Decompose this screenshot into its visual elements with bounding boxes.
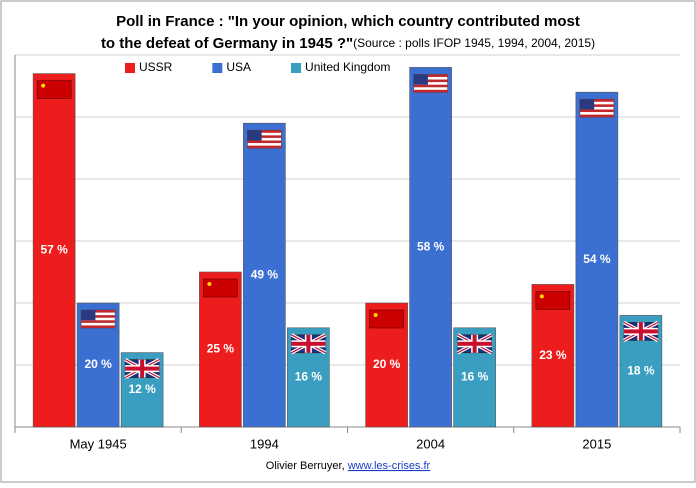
flag-canton	[579, 99, 595, 110]
value-label: 54 %	[583, 252, 611, 266]
flag-emblem	[207, 282, 212, 286]
flag	[124, 358, 160, 380]
flag-stripe	[413, 89, 448, 93]
value-label: 18 %	[627, 363, 655, 377]
chart-title: Poll in France : "In your opinion, which…	[116, 13, 580, 30]
value-label: 49 %	[251, 267, 279, 281]
flag-stripe	[81, 310, 116, 313]
flag	[290, 333, 327, 355]
credit-line: Olivier Berruyer, www.les-crises.fr	[266, 460, 431, 472]
legend-swatch	[125, 63, 135, 73]
flag	[413, 74, 448, 93]
chart-title: to the defeat of Germany in 1945 ?"	[101, 35, 353, 52]
flag-emblem	[373, 313, 378, 317]
x-tick-label: 2004	[416, 436, 445, 451]
flag-stripe	[579, 104, 614, 107]
flag-stripe	[81, 325, 116, 328]
flag-stripe	[247, 135, 282, 138]
flag-stripe	[247, 145, 282, 149]
title-line-2: to the defeat of Germany in 1945 ?"(Sour…	[101, 35, 595, 52]
value-label: 23 %	[539, 348, 567, 362]
value-label: 25 %	[207, 342, 235, 356]
bar	[575, 91, 619, 428]
flag	[535, 291, 571, 310]
bar	[243, 122, 286, 428]
flag	[579, 98, 615, 118]
flag-canton	[81, 310, 96, 321]
value-label: 16 %	[295, 370, 323, 384]
x-tick-label: 2015	[582, 436, 611, 451]
flag-cross	[125, 366, 160, 371]
flag	[623, 320, 659, 342]
flag	[80, 309, 116, 329]
flag-stripe	[579, 109, 614, 113]
flag-field	[36, 80, 72, 99]
flag-stripe	[81, 320, 116, 323]
flag-stripe	[579, 99, 614, 102]
flag	[369, 309, 404, 329]
flag-stripe	[413, 74, 448, 77]
flag-field	[535, 291, 571, 310]
x-tick-label: May 1945	[70, 436, 127, 451]
flag-cross	[291, 341, 326, 346]
flag	[456, 333, 493, 355]
flag-emblem	[41, 83, 46, 88]
credit-link[interactable]: www.les-crises.fr	[347, 460, 431, 472]
subtitle: (Source : polls IFOP 1945, 1994, 2004, 2…	[353, 36, 595, 50]
flag-stripe	[579, 114, 614, 118]
credit: Olivier Berruyer,	[266, 460, 345, 472]
flag	[203, 278, 238, 298]
value-label: 12 %	[128, 382, 156, 396]
value-label: 57 %	[40, 242, 68, 256]
flag-cross	[623, 329, 658, 334]
flag	[36, 80, 72, 99]
legend-label: United Kingdom	[305, 60, 390, 74]
flag-emblem	[539, 294, 544, 299]
value-label: 16 %	[461, 370, 489, 384]
flag-stripe	[247, 130, 282, 133]
flag-cross	[457, 341, 492, 346]
flag-stripe	[413, 79, 448, 83]
flag-stripe	[413, 84, 448, 88]
legend-label: USA	[226, 60, 251, 74]
flag-canton	[413, 74, 428, 85]
bar	[32, 73, 76, 428]
flag-stripe	[81, 315, 116, 318]
flag-stripe	[247, 140, 282, 144]
bar	[199, 271, 242, 428]
x-tick-label: 1994	[250, 436, 279, 451]
value-label: 58 %	[417, 239, 445, 253]
flag	[247, 129, 282, 149]
flag-canton	[247, 130, 262, 141]
legend-swatch	[291, 63, 302, 73]
legend-label: USSR	[139, 60, 173, 74]
flag-field	[369, 309, 404, 329]
flag-field	[203, 278, 238, 298]
legend-swatch	[212, 63, 223, 73]
value-label: 20 %	[84, 357, 112, 371]
value-label: 20 %	[373, 357, 401, 371]
bar	[409, 67, 452, 428]
